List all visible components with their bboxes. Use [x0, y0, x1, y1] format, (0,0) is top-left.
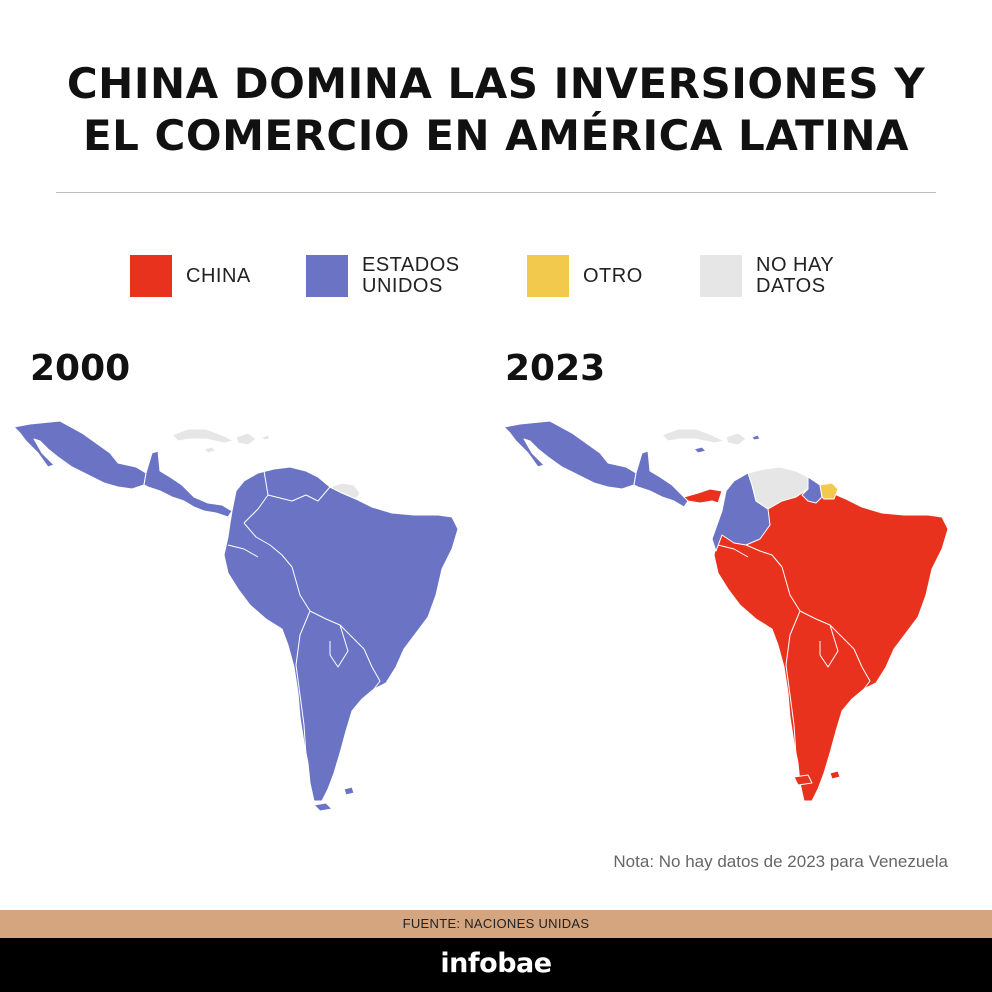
- legend-item-otro: OTRO: [527, 255, 643, 297]
- map-2023-jamaica: [693, 446, 707, 454]
- map-2000-south-america: [223, 466, 459, 802]
- map-2023-falklands: [829, 770, 841, 780]
- legend-item-no-hay-datos: NO HAY DATOS: [700, 255, 834, 297]
- title-line-2: EL COMERCIO EN AMÉRICA LATINA: [82, 111, 909, 160]
- map-2023-suriname: [819, 482, 839, 500]
- map-2023-mexico: [503, 420, 637, 490]
- legend-label-estados-unidos-line2: UNIDOS: [362, 275, 443, 297]
- title-divider: [56, 192, 936, 193]
- map-2023-borders: [717, 544, 871, 756]
- map-2023-puerto-rico: [751, 434, 761, 441]
- map-2023-venezuela: [747, 466, 809, 510]
- legend-swatch-no-hay-datos: [700, 255, 742, 297]
- source-bar: FUENTE: NACIONES UNIDAS: [0, 910, 992, 938]
- legend-swatch-china: [130, 255, 172, 297]
- map-2000-guianas: [329, 482, 361, 500]
- legend-swatch-otro: [527, 255, 569, 297]
- map-2023-tierra-del-fuego: [793, 774, 813, 786]
- legend-label-no-hay-datos: NO HAY DATOS: [756, 255, 834, 297]
- map-2000-tierra-del-fuego: [313, 802, 333, 812]
- legend-label-china: CHINA: [186, 264, 251, 287]
- map-2023-hispaniola: [725, 432, 747, 446]
- map-2023-year: 2023: [505, 348, 606, 389]
- map-2000-borders: [227, 470, 381, 756]
- title-line-1: CHINA DOMINA LAS INVERSIONES Y: [66, 59, 926, 108]
- map-2000-year: 2000: [30, 348, 131, 389]
- map-2023-colombia: [711, 472, 771, 552]
- map-2000: [13, 420, 459, 812]
- map-2000-puerto-rico: [261, 434, 271, 441]
- map-2000-cuba: [171, 428, 235, 444]
- legend-label-otro-line1: OTRO: [583, 264, 643, 287]
- legend-label-otro: OTRO: [583, 264, 643, 287]
- brand-bar: infobae: [0, 938, 992, 992]
- map-2023-panama: [683, 488, 723, 504]
- map-2023: [503, 420, 949, 802]
- legend-swatch-estados-unidos: [306, 255, 348, 297]
- legend-label-no-hay-datos-line1: NO HAY: [756, 254, 835, 276]
- map-2000-falklands: [343, 786, 355, 796]
- infobae-logo[interactable]: infobae: [440, 948, 552, 979]
- map-2023-central-america: [633, 450, 689, 508]
- map-2000-mexico: [13, 420, 147, 490]
- map-2023-cuba: [661, 428, 725, 444]
- map-2000-central-america: [143, 450, 233, 518]
- map-2000-hispaniola: [235, 432, 257, 446]
- legend-item-china: CHINA: [130, 255, 251, 297]
- legend-label-estados-unidos-line1: ESTADOS: [362, 254, 460, 276]
- legend-label-china-line1: CHINA: [186, 264, 251, 287]
- page-title: CHINA DOMINA LAS INVERSIONES Y EL COMERC…: [0, 58, 992, 162]
- legend-label-estados-unidos: ESTADOS UNIDOS: [362, 255, 460, 297]
- note-text: Nota: No hay datos de 2023 para Venezuel…: [613, 852, 948, 871]
- legend-item-estados-unidos: ESTADOS UNIDOS: [306, 255, 460, 297]
- map-2000-jamaica: [203, 446, 217, 454]
- source-text: FUENTE: NACIONES UNIDAS: [402, 916, 590, 931]
- legend-label-no-hay-datos-line2: DATOS: [756, 275, 826, 297]
